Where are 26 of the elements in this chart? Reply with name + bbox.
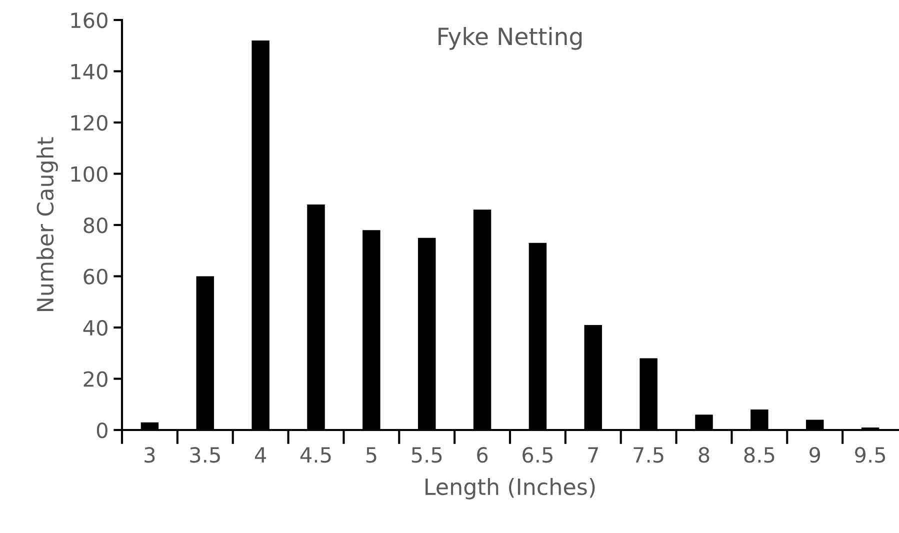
x-tick-label: 6 [477, 447, 488, 463]
x-tick-label: 8 [698, 447, 710, 463]
x-tick-label: 7.5 [634, 447, 664, 463]
x-tick-label: 4.5 [300, 447, 331, 463]
x-tick-label: 9 [810, 447, 820, 463]
y-tick-label: 40 [83, 320, 108, 336]
y-tick-label: 20 [84, 371, 108, 387]
x-tick-label: 3.5 [190, 447, 220, 463]
y-tick-label: 60 [84, 268, 108, 284]
x-tick-label: 9.5 [855, 447, 886, 463]
x-axis-title: Length (Inches) [426, 478, 595, 500]
y-tick-label: 100 [71, 166, 108, 182]
chart-title: Fyke Netting [438, 27, 582, 50]
x-tick-label: 5 [366, 447, 376, 463]
y-tick-label: 140 [71, 64, 108, 80]
x-tick-label: 4 [254, 447, 266, 462]
y-tick-label: 0 [96, 422, 108, 438]
y-tick-label: 160 [71, 12, 108, 28]
y-tick-label: 80 [84, 217, 108, 234]
y-axis-title: Number Caught [36, 137, 58, 312]
x-tick-label: 8.5 [744, 447, 774, 463]
y-tick-label: 120 [71, 114, 108, 131]
x-tick-label: 6.5 [522, 447, 552, 463]
x-tick-label: 3 [144, 447, 155, 463]
x-tick-label: 5.5 [412, 447, 442, 463]
x-tick-label: 7 [588, 447, 598, 462]
